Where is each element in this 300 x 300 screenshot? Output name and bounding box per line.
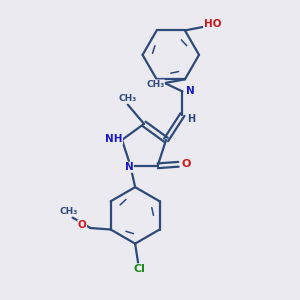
Text: CH₃: CH₃ — [146, 80, 164, 89]
Text: N: N — [124, 162, 133, 172]
Text: N: N — [186, 86, 195, 96]
Text: NH: NH — [105, 134, 122, 144]
Text: O: O — [181, 159, 190, 169]
Text: H: H — [187, 114, 195, 124]
Text: CH₃: CH₃ — [118, 94, 137, 103]
Text: O: O — [78, 220, 86, 230]
Text: HO: HO — [203, 19, 221, 29]
Text: CH₃: CH₃ — [60, 207, 78, 216]
Text: Cl: Cl — [134, 264, 146, 274]
